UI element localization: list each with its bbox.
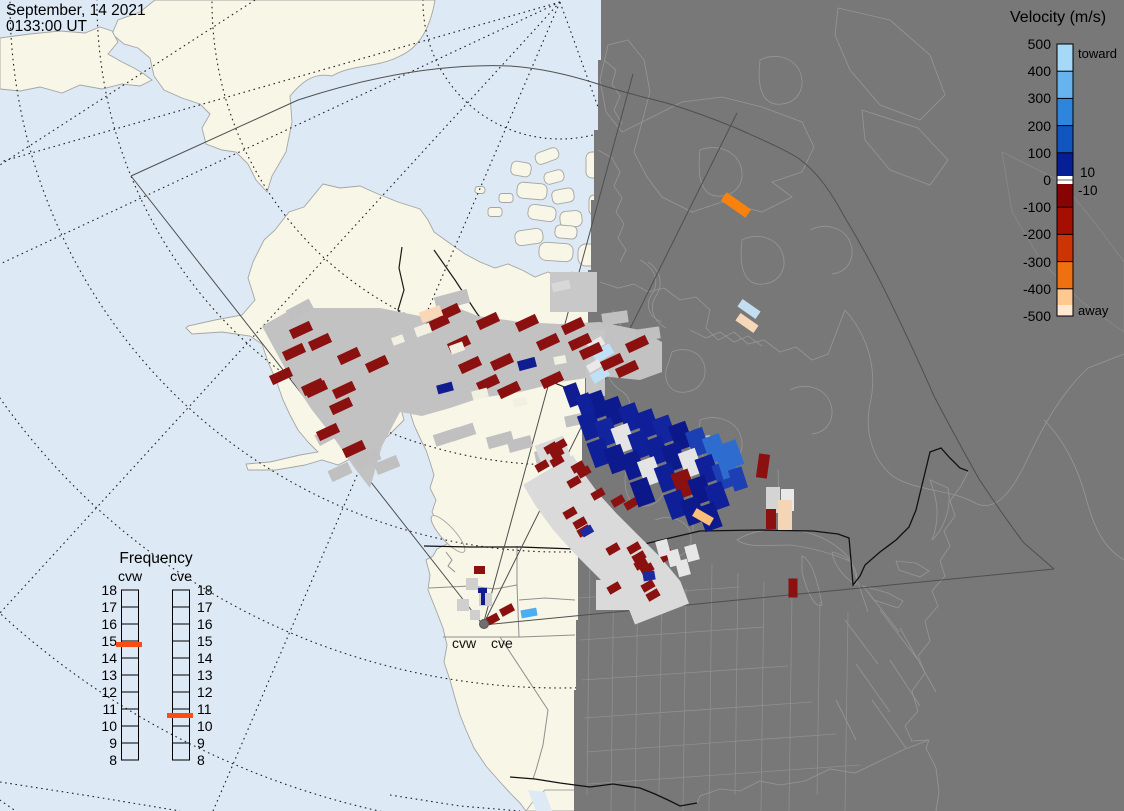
svg-text:cvw: cvw [452, 635, 477, 651]
svg-text:away: away [1078, 303, 1109, 318]
svg-text:300: 300 [1028, 90, 1052, 106]
svg-text:400: 400 [1028, 63, 1052, 79]
svg-text:18: 18 [101, 582, 117, 598]
svg-text:8: 8 [197, 752, 205, 768]
svg-text:-300: -300 [1023, 254, 1051, 270]
svg-text:9: 9 [197, 735, 205, 751]
svg-text:toward: toward [1078, 46, 1117, 61]
svg-text:11: 11 [102, 701, 117, 717]
svg-text:17: 17 [197, 599, 213, 615]
svg-text:10: 10 [101, 718, 117, 734]
svg-text:15: 15 [101, 633, 117, 649]
svg-text:500: 500 [1028, 36, 1052, 52]
svg-text:-10: -10 [1078, 183, 1098, 198]
svg-text:16: 16 [101, 616, 117, 632]
svg-text:September, 14 2021: September, 14 2021 [6, 2, 146, 19]
svg-text:12: 12 [101, 684, 117, 700]
svg-text:12: 12 [197, 684, 213, 700]
svg-text:8: 8 [109, 752, 117, 768]
svg-text:-500: -500 [1023, 308, 1051, 324]
svg-text:14: 14 [197, 650, 213, 666]
svg-text:0: 0 [1043, 172, 1051, 188]
svg-text:200: 200 [1028, 118, 1052, 134]
svg-text:10: 10 [1080, 165, 1095, 180]
svg-text:Frequency: Frequency [119, 550, 192, 567]
svg-text:17: 17 [101, 599, 117, 615]
svg-text:13: 13 [101, 667, 117, 683]
svg-text:-200: -200 [1023, 226, 1051, 242]
svg-text:Velocity (m/s): Velocity (m/s) [1010, 9, 1106, 26]
svg-text:cvw: cvw [118, 568, 143, 584]
svg-text:18: 18 [197, 582, 213, 598]
svg-text:-400: -400 [1023, 281, 1051, 297]
svg-text:0133:00 UT: 0133:00 UT [6, 18, 88, 35]
svg-text:100: 100 [1028, 145, 1052, 161]
svg-text:cve: cve [491, 635, 513, 651]
svg-text:-100: -100 [1023, 199, 1051, 215]
svg-text:11: 11 [197, 701, 212, 717]
svg-text:15: 15 [197, 633, 213, 649]
svg-text:9: 9 [109, 735, 117, 751]
svg-text:10: 10 [197, 718, 213, 734]
svg-text:14: 14 [101, 650, 117, 666]
svg-text:cve: cve [170, 568, 192, 584]
svg-text:13: 13 [197, 667, 213, 683]
svg-text:16: 16 [197, 616, 213, 632]
